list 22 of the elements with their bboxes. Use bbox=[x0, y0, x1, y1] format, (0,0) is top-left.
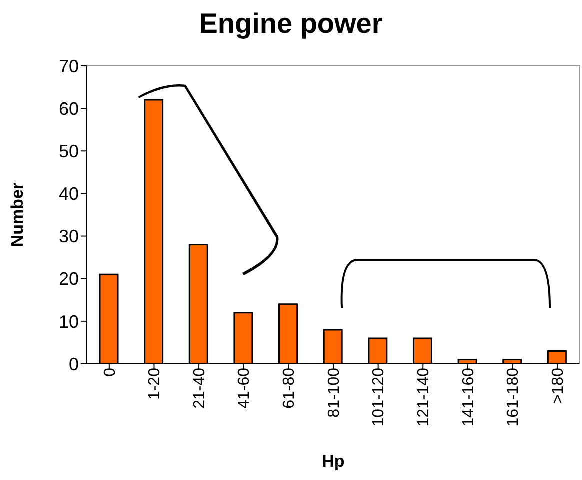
y-tick-label: 40 bbox=[58, 184, 79, 204]
x-tick-label: 21-40 bbox=[191, 368, 208, 409]
x-tick-label: 101-120 bbox=[370, 368, 388, 427]
x-axis-title: Hp bbox=[321, 452, 346, 472]
y-tick-label: 70 bbox=[58, 56, 79, 76]
x-tick-label: >180 bbox=[550, 368, 567, 404]
x-tick-label: 121-140 bbox=[415, 368, 432, 427]
y-tick-label: 0 bbox=[68, 354, 79, 374]
x-tick-label: 61-80 bbox=[281, 368, 298, 409]
y-tick-label: 50 bbox=[58, 142, 79, 162]
y-tick-label: 60 bbox=[58, 98, 79, 119]
x-tick-label: 1-20 bbox=[146, 368, 164, 400]
y-tick-label: 10 bbox=[58, 312, 79, 332]
x-tick-label: 161-180 bbox=[505, 368, 522, 427]
x-tick-label: 41-60 bbox=[236, 368, 254, 409]
x-tick-label: 141-160 bbox=[460, 368, 478, 427]
chart-title: Engine power bbox=[198, 8, 384, 40]
y-tick-label: 20 bbox=[58, 269, 79, 290]
y-axis-title: Number bbox=[8, 182, 28, 250]
x-tick-label: 81-100 bbox=[326, 368, 343, 418]
y-tick-label: 30 bbox=[58, 226, 79, 247]
x-tick-label: 0 bbox=[102, 368, 119, 377]
